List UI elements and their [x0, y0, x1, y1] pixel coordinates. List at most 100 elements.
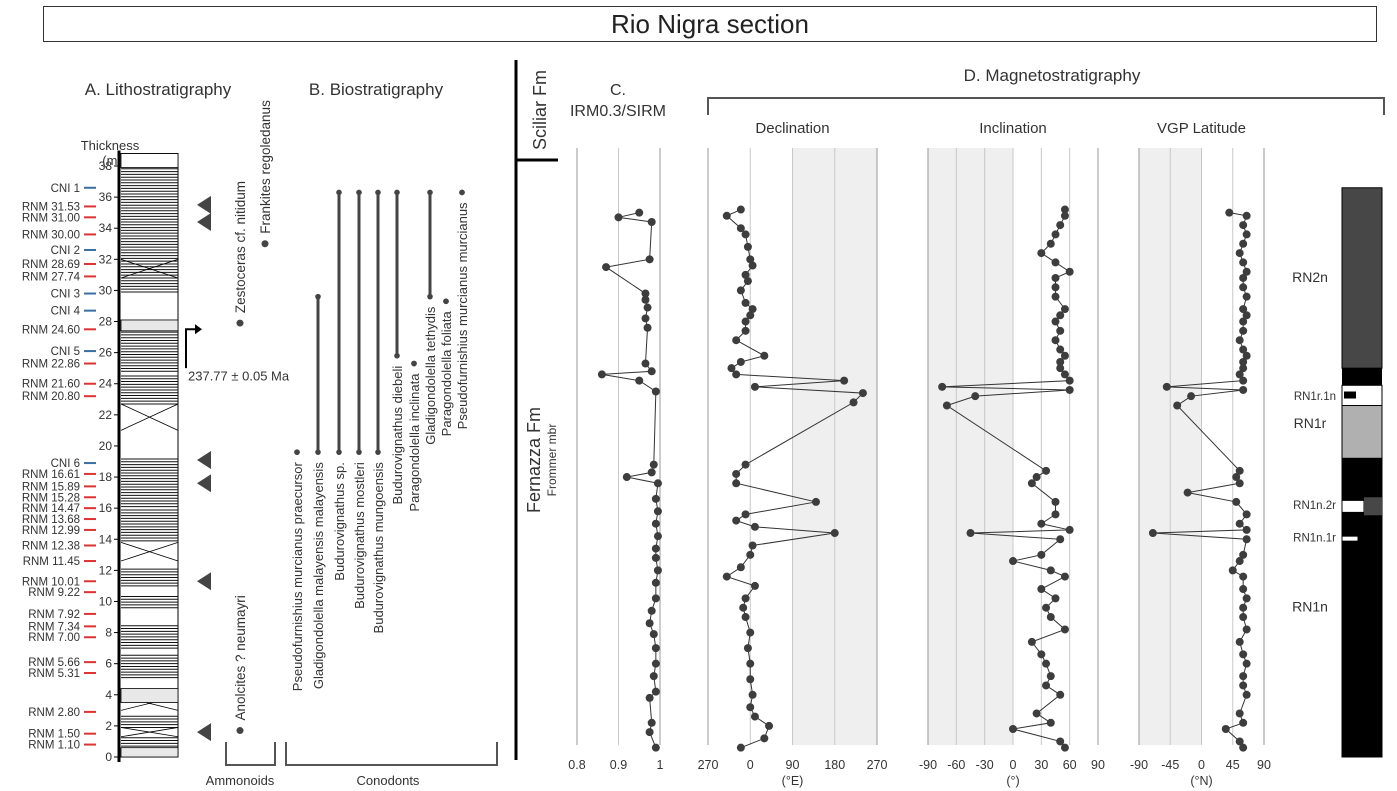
age-label: 237.77 ± 0.05 Ma — [188, 369, 290, 384]
data-point — [1235, 249, 1244, 258]
data-point — [739, 603, 748, 612]
data-point — [1242, 535, 1251, 544]
data-point — [1009, 725, 1017, 734]
sample-label: CNI 2 — [51, 245, 80, 257]
data-point — [1239, 650, 1248, 659]
polarity-subband — [1344, 391, 1356, 399]
data-point — [741, 317, 750, 326]
data-point — [645, 255, 654, 264]
data-point — [1239, 317, 1248, 326]
data-point — [741, 298, 750, 307]
data-point — [746, 255, 755, 264]
sample-label: RNM 31.53 — [22, 201, 80, 213]
data-point — [651, 494, 660, 503]
cover-cross — [120, 403, 179, 431]
x-axis-label: (°N) — [1190, 774, 1212, 788]
data-point — [1221, 725, 1230, 734]
data-point — [1051, 510, 1060, 519]
data-point — [1235, 557, 1244, 566]
data-point — [1051, 336, 1060, 345]
ammonoid-dot — [236, 319, 244, 327]
sample-label: RNM 5.31 — [28, 668, 80, 680]
data-point — [743, 277, 752, 286]
data-point — [732, 469, 741, 478]
data-point — [1235, 637, 1244, 646]
data-point — [732, 370, 741, 379]
conodont-dot — [427, 293, 433, 300]
polarity-subband — [1341, 499, 1365, 513]
data-point — [651, 553, 660, 562]
data-point — [746, 311, 755, 320]
data-point — [1037, 650, 1046, 659]
sample-label: RNM 16.61 — [22, 469, 80, 481]
polarity-subzone-label: RN1r.1n — [1294, 391, 1336, 403]
data-point — [971, 392, 980, 401]
figure-title: Rio Nigra section — [43, 6, 1377, 42]
conodont-dot — [394, 189, 400, 196]
data-point — [647, 468, 656, 477]
conodont-dot — [375, 449, 381, 455]
data-point — [1242, 267, 1251, 276]
data-point — [840, 376, 849, 385]
lith-tick-label: 38 — [99, 159, 113, 173]
ammonoids-label: Ammonoids — [206, 773, 275, 788]
data-point — [1235, 466, 1244, 475]
x-tick-label: 30 — [1034, 758, 1048, 772]
data-point — [1239, 681, 1248, 690]
conodont-name: Pseudofurnishius murcianus murcianus — [455, 202, 470, 429]
series-line — [601, 212, 659, 748]
polarity-zone — [1341, 187, 1383, 369]
conodont-name: Budurovignathus diebeli — [390, 366, 405, 505]
panel-c-title: C. — [610, 82, 626, 99]
polarity-band — [1341, 384, 1383, 407]
sample-label: RNM 1.10 — [28, 740, 80, 752]
sample-label: CNI 6 — [51, 458, 80, 470]
sample-label: RNM 12.38 — [22, 540, 80, 552]
data-point — [1242, 690, 1251, 699]
data-point — [651, 544, 660, 553]
lith-tick-label: 6 — [105, 657, 112, 671]
data-point — [641, 289, 650, 298]
conodont-name: Paragondolella foliata — [439, 311, 454, 437]
data-point — [1235, 370, 1244, 379]
data-point — [741, 326, 750, 335]
data-point — [1239, 283, 1248, 292]
data-point — [741, 510, 750, 519]
data-point — [641, 314, 650, 323]
polarity-subband — [1341, 535, 1359, 542]
data-point — [722, 572, 731, 581]
data-point — [1009, 557, 1017, 566]
data-point — [1242, 659, 1251, 668]
x-tick-label: 90 — [1257, 758, 1271, 772]
data-point — [1242, 625, 1251, 634]
data-point — [736, 563, 745, 572]
data-point — [645, 693, 654, 702]
conodont-dot — [336, 189, 342, 196]
data-point — [1046, 672, 1055, 681]
sample-label: RNM 21.60 — [22, 379, 80, 391]
data-point — [765, 721, 774, 730]
x-tick-label: 60 — [1063, 758, 1077, 772]
data-point — [1173, 401, 1182, 410]
data-point — [1239, 357, 1248, 366]
data-point — [649, 630, 658, 639]
data-point — [760, 351, 769, 360]
data-point — [830, 529, 839, 538]
data-point — [1239, 364, 1248, 373]
data-point — [1065, 525, 1074, 534]
data-point — [732, 479, 741, 488]
data-point — [1239, 345, 1248, 354]
data-point — [743, 242, 752, 251]
cover-cross — [120, 541, 179, 562]
data-point — [1037, 585, 1046, 594]
data-point — [746, 550, 755, 559]
conodont-name: Budurovignathus mostleri — [352, 462, 367, 609]
conodont-name: Gladigondolella tethydis — [423, 306, 438, 445]
panel-d-title: D. Magnetostratigraphy — [964, 66, 1141, 85]
polarity-zone-label: RN1r — [1294, 415, 1327, 431]
data-point — [643, 323, 652, 332]
data-point — [649, 460, 658, 469]
data-point — [1051, 273, 1060, 282]
sample-label: RNM 7.34 — [28, 621, 80, 633]
